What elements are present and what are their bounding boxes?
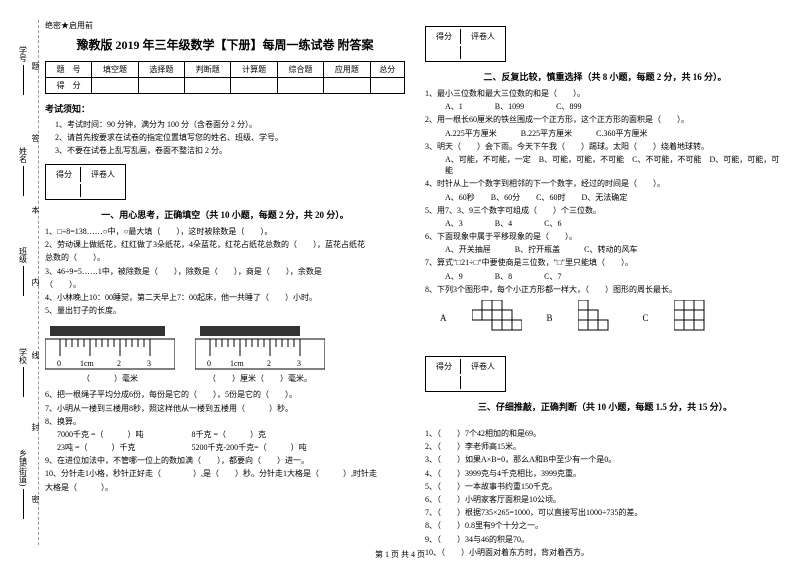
options: A、3 B、4 C、6 [445,218,785,229]
grader-box: 得分评卷人 [45,164,126,200]
question: 4、小林晚上10：00睡觉，第二天早上7：00起床，他一共睡了（ ）小时。 [45,292,405,303]
notice-item: 2、请首先按要求在试卷的指定位置填写您的姓名、班级、学号。 [55,132,405,143]
question: 8、下列3个图形中，每个小正方形都一样大，（ ）图形的周长最长。 [425,284,785,295]
question: 8、（ ）0.8里有9个十分之一。 [425,520,785,531]
question: （ ）。 [45,279,405,290]
question: 5、（ ）一本故事书约重150千克。 [425,481,785,492]
question: 1、（ ）7个42相加的和是69。 [425,428,785,439]
question: 9、（ ）34与46的积是70。 [425,534,785,545]
options: A.225平方厘米 B.225平方厘米 C.360平方厘米 [445,128,785,139]
notice-item: 3、不要在试卷上乱写乱画，卷面不整洁扣 2 分。 [55,145,405,156]
notice-title: 考试须知： [45,102,405,115]
score-table: 题 号填空题选择题判断题计算题综合题应用题总分 得 分 [45,61,405,94]
page-content: 绝密★启用前 豫教版 2019 年三年级数学【下册】每周一练试卷 附答案 题 号… [0,0,800,570]
shapes-row: A B C [440,300,785,335]
left-column: 绝密★启用前 豫教版 2019 年三年级数学【下册】每周一练试卷 附答案 题 号… [45,20,405,560]
ruler-left: 0 1cm 2 3 （ ）毫米 [45,321,175,384]
section-2-title: 二、反复比较，慎重选择（共 8 小题，每题 2 分，共 16 分）。 [425,70,785,83]
shape-a-icon [472,300,522,335]
options: A、60秒 B、60分 C、60时 D、无法确定 [445,192,785,203]
question: 2、用一根长60厘米的铁丝围成一个正方形，这个正方形的面积是（ ）。 [425,114,785,125]
question: 3、（ ）如果A×B=0，那么A和B中至少有一个是0。 [425,454,785,465]
question: 23吨 =（ ）千克 5200千克-200千克=（ ）吨 [57,442,405,453]
svg-text:0: 0 [57,359,61,368]
options: A、1 B、1099 C、899 [445,101,785,112]
question: 8、换算。 [45,416,405,427]
ruler-right: 0 1cm 2 3 （ ）厘米（ ）毫米。 [195,321,325,384]
label-id: 学号 [18,46,29,95]
shape-b-icon [578,300,618,335]
svg-text:3: 3 [147,359,151,368]
question: 2、劳动课上做纸花，红红做了3朵纸花，4朵蓝花，红花占纸花总数的（ ），蓝花占纸… [45,239,405,250]
question: 总数的（ ）。 [45,252,405,263]
question: 5、用7、3、9三个数字可组成（ ）个三位数。 [425,205,785,216]
question: 2、（ ）李老师高15米。 [425,441,785,452]
section-3-title: 三、仔细推敲，正确判断（共 10 小题，每题 1.5 分，共 15 分）。 [425,400,785,413]
secret-mark: 绝密★启用前 [45,20,405,31]
label-town: 乡镇(街道) [18,449,29,519]
question: 7、算式"□21÷□"中要使商是三位数，"□"里只能填（ ）。 [425,257,785,268]
question: 6、（ ）小明家客厅面积是10公顷。 [425,494,785,505]
ruler-icon: 0 1cm 2 3 [195,321,325,371]
question: 10、分针走1小格，秒针正好走（ ）,是（ ）秒。分针走1大格是（ ）,时针走 [45,468,405,479]
label-class: 班级 [18,247,29,296]
table-row: 得 分 [46,78,405,94]
options: A、9 B、8 C、7 [445,271,785,282]
question: 7、小明从一楼到三楼用8秒，照这样他从一楼到五楼用（ ）秒。 [45,403,405,414]
table-row: 题 号填空题选择题判断题计算题综合题应用题总分 [46,62,405,78]
shape-c-icon [674,300,719,335]
right-column: 得分评卷人 二、反复比较，慎重选择（共 8 小题，每题 2 分，共 16 分）。… [425,20,785,560]
ruler-icon: 0 1cm 2 3 [45,321,175,371]
shape-c-label: C [643,313,649,323]
question: 1、□÷8=138……○中，○最大填（ ），这时被除数是（ ）。 [45,226,405,237]
ruler-label: （ ）厘米（ ）毫米。 [195,373,325,384]
ruler-row: 0 1cm 2 3 （ ）毫米 0 1cm 2 3 （ ）厘米（ ）毫米。 [45,321,405,384]
shape-b-label: B [547,313,553,323]
svg-text:1cm: 1cm [230,359,245,368]
grader-box: 得分评卷人 [425,356,506,392]
shape-a-label: A [440,313,447,323]
grader-box: 得分评卷人 [425,26,506,62]
question: 7、（ ）根据735×265=1000，可以直接写出1000÷735的差。 [425,507,785,518]
question: 7000千克 =（ ）吨 8千克 =（ ）克 [57,429,405,440]
seal-marks: 题 答 本 内 线 封 密 [30,30,41,535]
question: 6、把一根绳子平均分成6份，每份是它的（ ），5份是它的（ ）。 [45,389,405,400]
question: 4、时针从上一个数字到相邻的下一个数字，经过的时间是（ ）。 [425,178,785,189]
question: 大格是（ ）。 [45,482,405,493]
question: 3、明天（ ）会下雨。今天下午我（ ）踢球。太阳（ ）绕着地球转。 [425,141,785,152]
options: A、开关抽屉 B、拧开瓶盖 C、转动的风车 [445,244,785,255]
page-footer: 第 1 页 共 4 页 [0,549,800,560]
svg-text:2: 2 [267,359,271,368]
svg-text:2: 2 [117,359,121,368]
svg-text:1cm: 1cm [80,359,95,368]
label-school: 学校 [18,348,29,397]
svg-text:0: 0 [207,359,211,368]
section-1-title: 一、用心思考，正确填空（共 10 小题，每题 2 分，共 20 分）。 [45,208,405,221]
question: 6、下面现象中属于平移现象的是（ ）。 [425,231,785,242]
question: 4、（ ）3999克与4千克相比，3999克重。 [425,468,785,479]
question: 5、量出钉子的长度。 [45,305,405,316]
question: 1、最小三位数和最大三位数的和是（ ）。 [425,88,785,99]
ruler-label: （ ）毫米 [45,373,175,384]
options: A、可能，不可能，一定 B、可能，可能，不可能 C、不可能，不可能 D、可能，可… [445,154,785,176]
label-name: 姓名 [18,147,29,196]
notice-item: 1、考试时间：90 分钟，满分为 100 分（含卷面分 2 分）。 [55,119,405,130]
question: 9、在进位加法中，不管哪一位上的数加满（ ），都要向（ ）进一。 [45,455,405,466]
exam-title: 豫教版 2019 年三年级数学【下册】每周一练试卷 附答案 [45,36,405,53]
question: 3、46÷9=5……1中，被除数是（ ），除数是（ ），商是（ ），余数是 [45,266,405,277]
svg-text:3: 3 [297,359,301,368]
